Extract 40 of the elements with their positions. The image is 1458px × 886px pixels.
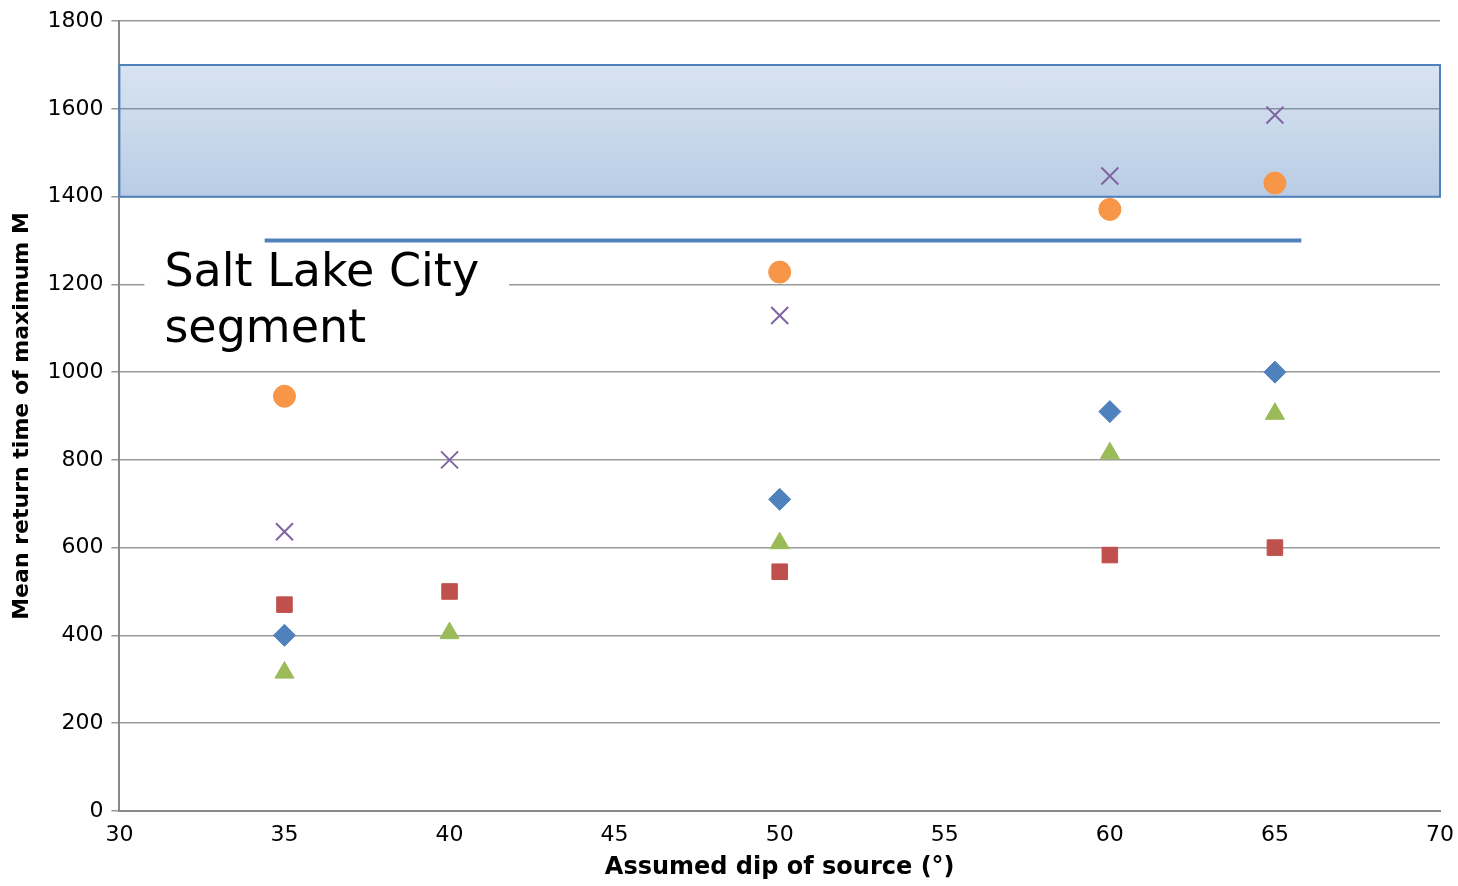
x-axis-title: Assumed dip of source (°): [604, 851, 955, 880]
point: [1098, 197, 1122, 221]
point: [440, 450, 460, 470]
point: [276, 596, 293, 613]
annotation: Salt Lake City segment: [164, 243, 480, 354]
y-tick-label: 600: [61, 533, 104, 559]
x-tick-label: 45: [600, 820, 629, 846]
x-tick-label: 40: [435, 820, 464, 846]
y-tick-label: 1800: [47, 6, 104, 32]
point: [768, 487, 792, 511]
point: [272, 623, 296, 647]
x-tick-label: 70: [1426, 820, 1454, 846]
y-tick-label: 1600: [47, 94, 104, 120]
point: [272, 384, 296, 408]
point: [1098, 400, 1122, 424]
point: [1263, 171, 1287, 195]
point: [1101, 546, 1119, 564]
y-axis-title: Mean return time of maximum M: [7, 212, 33, 620]
point: [1266, 539, 1284, 556]
y-tick-label: 0: [89, 796, 104, 822]
y-tick-label: 200: [61, 708, 104, 734]
point: [771, 563, 788, 581]
y-tick-label: 1200: [47, 270, 104, 296]
x-tick-label: 65: [1260, 820, 1289, 846]
y-tick-label: 400: [61, 621, 104, 647]
x-tick-label: 30: [105, 820, 134, 846]
y-tick-label: 800: [61, 445, 104, 471]
point: [441, 583, 458, 600]
x-tick-label: 55: [930, 820, 959, 846]
point: [274, 522, 294, 542]
y-tick-label: 1000: [47, 357, 104, 383]
x-tick-label: 35: [270, 820, 299, 846]
x-tick-label: 50: [765, 820, 794, 846]
point: [768, 260, 792, 284]
y-tick-label: 1400: [47, 182, 104, 208]
point: [1263, 360, 1287, 384]
point: [770, 306, 790, 326]
point: [1265, 105, 1285, 125]
x-tick-label: 60: [1095, 820, 1124, 846]
point: [1100, 166, 1120, 186]
